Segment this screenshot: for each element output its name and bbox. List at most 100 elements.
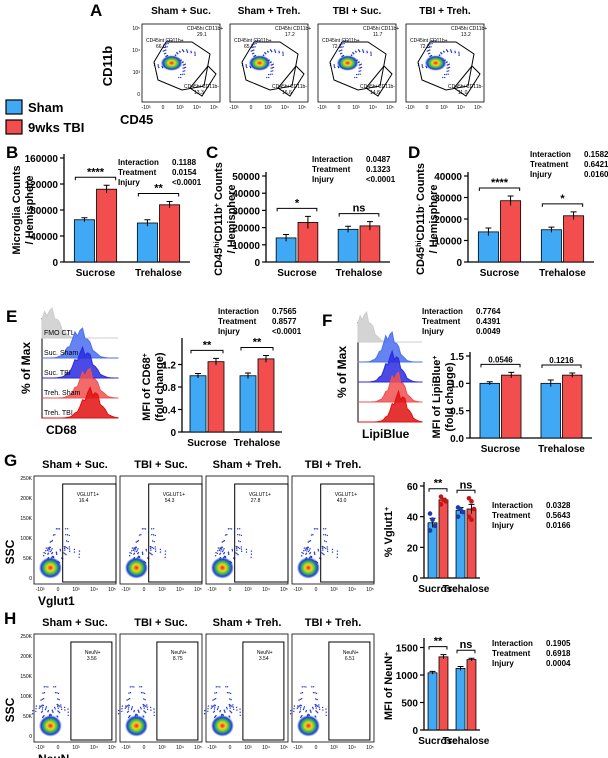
flow-event (54, 686, 57, 688)
flow-event (41, 698, 44, 700)
x-tick-label: 10⁴ (262, 587, 270, 593)
flow-density (296, 715, 320, 737)
y-tick-label: 30000 (232, 206, 260, 217)
flow-event (194, 51, 196, 53)
flow-event (282, 51, 284, 53)
stat-label: Injury (218, 327, 240, 336)
stat-value: 0.7764 (476, 307, 501, 316)
flow-event (151, 554, 153, 556)
flow-event (137, 548, 139, 550)
track-label: FMO CTL (44, 330, 75, 337)
flow-event (428, 46, 431, 48)
flow-event (219, 553, 221, 555)
flow-density (336, 55, 359, 71)
flow-event (67, 540, 69, 543)
flow-event (65, 540, 68, 542)
gate-value: 8.75 (173, 656, 183, 662)
label-part: / Hemisphere (226, 184, 238, 253)
flow-event (338, 50, 340, 52)
flow-event (314, 703, 316, 706)
flow-event (305, 709, 308, 712)
flow-event (315, 692, 318, 695)
flow-event (47, 711, 49, 713)
y-tick-label: 20000 (232, 224, 260, 235)
error-bar (304, 215, 311, 229)
flow-event (229, 528, 231, 530)
flow-event (177, 76, 180, 79)
significance-bracket (480, 363, 521, 368)
error-bar (468, 503, 475, 514)
flow-event (176, 51, 178, 54)
flow-event (350, 54, 353, 56)
stat-label: Interaction (118, 158, 159, 167)
flow-event (237, 533, 239, 536)
flow-event (136, 540, 139, 542)
label-part: CD45 (213, 248, 225, 276)
axis-title: CD11b (100, 46, 115, 87)
flow-event (322, 528, 325, 530)
flow-event (51, 710, 54, 712)
flow-event (225, 686, 227, 688)
flow-event (222, 540, 225, 542)
gate-value: 6.51 (345, 656, 355, 662)
flow-event (137, 709, 139, 711)
flow-event (144, 704, 146, 707)
gate-value: 72.7 (332, 44, 342, 50)
flow-event (322, 553, 324, 555)
flow-event (321, 706, 324, 709)
axis-title: CD45 (120, 112, 153, 127)
flow-event (78, 550, 81, 552)
gate-value: 29.1 (197, 32, 207, 38)
flow-event (49, 546, 51, 549)
flow-event (250, 553, 253, 555)
flow-event (354, 50, 357, 53)
flow-event (231, 705, 233, 708)
flow-event (317, 548, 319, 551)
flow-event (310, 534, 313, 536)
flow-event (134, 548, 137, 550)
x-tick-label: 10⁴ (176, 587, 184, 593)
flow-event (65, 546, 68, 549)
flow-event (238, 528, 241, 530)
axis-title: SSC (3, 539, 17, 564)
flow-event (229, 692, 232, 695)
flow-event (67, 714, 69, 716)
flow-event (217, 550, 219, 552)
y-tick-label: 1500 (396, 644, 419, 655)
stat-value: 0.4391 (476, 317, 501, 326)
flow-event (225, 706, 228, 709)
y-tick-label: 10000 (232, 241, 260, 252)
flow-event (313, 553, 316, 555)
significance-label: ns (460, 479, 473, 491)
flow-event (68, 550, 71, 553)
flow-event (143, 692, 146, 695)
flow-event (182, 70, 184, 72)
plot-title: Sham + Treh. (213, 459, 282, 471)
flow-event (222, 549, 225, 551)
stat-value: 0.6918 (546, 649, 571, 658)
flow-event (166, 46, 168, 48)
flow-event (137, 551, 140, 554)
flow-event (321, 547, 324, 550)
gate-value: 72.8 (420, 44, 430, 50)
flow-event (213, 710, 216, 712)
gate (329, 41, 387, 91)
x-tick-label: 0 (143, 745, 146, 751)
flow-event (297, 706, 300, 708)
flow-event (353, 76, 356, 79)
flow-event (237, 546, 240, 549)
flow-event (226, 686, 229, 688)
flow-event (214, 555, 217, 557)
flow-event (67, 708, 69, 710)
flow-event (183, 67, 186, 69)
y-axis-title: (fold change) (154, 352, 166, 421)
flow-event (370, 51, 372, 53)
y-axis-title: / Hemisphere (428, 184, 440, 253)
x-tick-label: 10⁵ (280, 745, 288, 751)
x-tick-label: Sucrose (480, 268, 520, 279)
flow-event (360, 63, 362, 65)
flow-event (229, 705, 231, 708)
stat-value: 0.1188 (172, 158, 197, 167)
flow-event (64, 528, 67, 530)
bar (159, 204, 181, 263)
